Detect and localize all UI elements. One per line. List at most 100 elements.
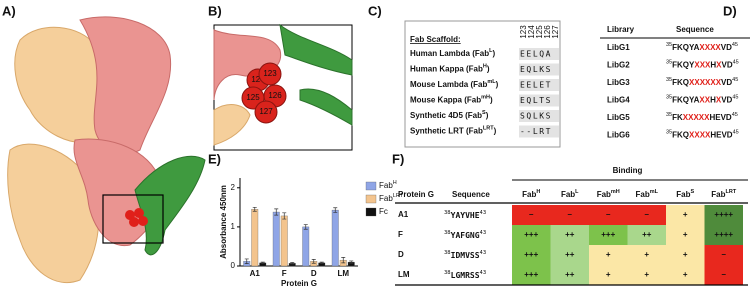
binding-cell bbox=[666, 225, 705, 245]
binding-cell bbox=[550, 265, 589, 285]
error-bar bbox=[303, 224, 308, 230]
binding-value: – bbox=[606, 210, 611, 219]
scaffold-name-part: H bbox=[483, 64, 487, 70]
structure-a bbox=[7, 16, 206, 284]
bar bbox=[331, 209, 339, 267]
legend-swatch bbox=[365, 181, 377, 191]
lib-seq-part: H bbox=[710, 61, 716, 70]
binding-value: ++ bbox=[642, 230, 652, 239]
residue bbox=[134, 208, 144, 218]
legend-label-part: Fab bbox=[379, 194, 393, 203]
scaffold-name-part: L bbox=[489, 48, 493, 54]
binding-cell bbox=[512, 245, 551, 265]
position-label: 123 bbox=[519, 25, 528, 39]
error-bar bbox=[319, 261, 324, 265]
binding-cell bbox=[589, 245, 628, 265]
binding-value: +++ bbox=[524, 270, 538, 279]
residue-bg bbox=[519, 125, 559, 138]
binding-cell bbox=[627, 225, 666, 245]
legend-label: FabH bbox=[379, 180, 397, 190]
lib-seq: 35FKQXXXXHEVD45 bbox=[666, 130, 739, 140]
binding-value: + bbox=[644, 270, 649, 279]
panel-label: D) bbox=[723, 3, 737, 18]
fab-header-part: Fab bbox=[676, 190, 690, 199]
fab-header-part: mH bbox=[611, 189, 620, 195]
scaffold-name-part: mL bbox=[487, 79, 496, 85]
residue-bg bbox=[519, 94, 559, 107]
binding-value: +++ bbox=[524, 230, 538, 239]
lib-seq-part: HEVD bbox=[710, 131, 732, 140]
scaffold-name-part: mH bbox=[481, 95, 490, 101]
lib-seq-part: HEVD bbox=[709, 113, 731, 122]
lib-seq-part: 35 bbox=[666, 95, 672, 101]
residues: SQLKS bbox=[520, 112, 552, 121]
x-label: Protein G bbox=[281, 279, 317, 288]
lib-name: LibG1 bbox=[607, 43, 630, 52]
legend-label-part: H bbox=[393, 180, 397, 186]
lib-seq: 35FKQYAXXHXVD45 bbox=[666, 95, 738, 105]
lib-seq-part: VD bbox=[722, 61, 733, 70]
fab-header: FabL bbox=[561, 189, 579, 199]
binding-title: Binding bbox=[613, 166, 643, 175]
binding-cell bbox=[589, 265, 628, 285]
binding-cell bbox=[589, 225, 628, 245]
fab-header-part: Fab bbox=[522, 190, 536, 199]
row-seq-part: 43 bbox=[480, 230, 487, 236]
scaffold-title: Fab Scaffold: bbox=[410, 35, 461, 44]
legend-swatch bbox=[365, 194, 377, 204]
residue-label: 125 bbox=[246, 93, 260, 102]
lib-seq-part: FKQYA bbox=[672, 96, 699, 105]
row-seq-part: 38 bbox=[444, 210, 451, 216]
scaffold-name-part: ) bbox=[496, 80, 499, 89]
residue bbox=[254, 100, 278, 124]
row-seq-part: LGMRSS bbox=[451, 271, 480, 280]
row-seq-part: 38 bbox=[444, 230, 451, 236]
lib-header: Sequence bbox=[676, 25, 714, 34]
scaffold-name-part: Human Lambda (Fab bbox=[410, 49, 489, 58]
binding-cell bbox=[589, 205, 628, 225]
scaffold-name-part: ) bbox=[487, 65, 490, 74]
row-name: A1 bbox=[398, 210, 409, 219]
light-chain bbox=[213, 104, 251, 146]
x-tick-label: A1 bbox=[250, 269, 261, 278]
binding-value: + bbox=[606, 270, 611, 279]
legend-label-part: Fc bbox=[379, 207, 388, 216]
fab-header: FabmL bbox=[636, 189, 659, 199]
fab-header-part: LRT bbox=[726, 189, 737, 195]
binding-value: + bbox=[644, 250, 649, 259]
row-seq-part: YAFGNG bbox=[451, 231, 480, 240]
lib-seq-part: 45 bbox=[732, 112, 738, 118]
binding-value: + bbox=[683, 250, 688, 259]
scaffold-name-part: Synthetic 4D5 (Fab bbox=[410, 111, 482, 120]
error-bar bbox=[244, 258, 249, 265]
row-seq-part: 38 bbox=[444, 270, 451, 276]
fab-header: FabH bbox=[522, 189, 540, 199]
lib-seq-part: 45 bbox=[732, 95, 738, 101]
lib-seq-part: X bbox=[716, 61, 722, 70]
residues: EQLKS bbox=[520, 65, 552, 74]
row-seq: 38YAYVHE43 bbox=[444, 210, 486, 220]
lib-seq-part: 45 bbox=[732, 42, 738, 48]
lib-seq-part: XXX bbox=[694, 61, 711, 70]
error-bar bbox=[260, 261, 265, 265]
binding-cell bbox=[550, 205, 589, 225]
lib-seq-part: VD bbox=[721, 43, 732, 52]
binding-cell bbox=[704, 245, 743, 265]
binding-cell bbox=[704, 205, 743, 225]
binding-value: + bbox=[683, 270, 688, 279]
bar bbox=[280, 215, 288, 267]
scaffold-name-part: Human Kappa (Fab bbox=[410, 65, 483, 74]
error-bar bbox=[282, 212, 287, 220]
bar bbox=[272, 211, 280, 267]
fab-header-part: H bbox=[536, 189, 540, 195]
lib-seq-part: XXXXXX bbox=[689, 78, 722, 87]
lib-seq-part: XXXXX bbox=[683, 113, 710, 122]
y-tick-label: 2 bbox=[231, 183, 236, 192]
binding-value: +++ bbox=[601, 230, 615, 239]
row-seq-part: IDMVSS bbox=[451, 251, 480, 260]
fab-header-part: Fab bbox=[636, 190, 650, 199]
error-bar bbox=[333, 207, 338, 213]
binding-value: ++++ bbox=[714, 210, 733, 219]
scaffold-name-part: S bbox=[482, 110, 486, 116]
